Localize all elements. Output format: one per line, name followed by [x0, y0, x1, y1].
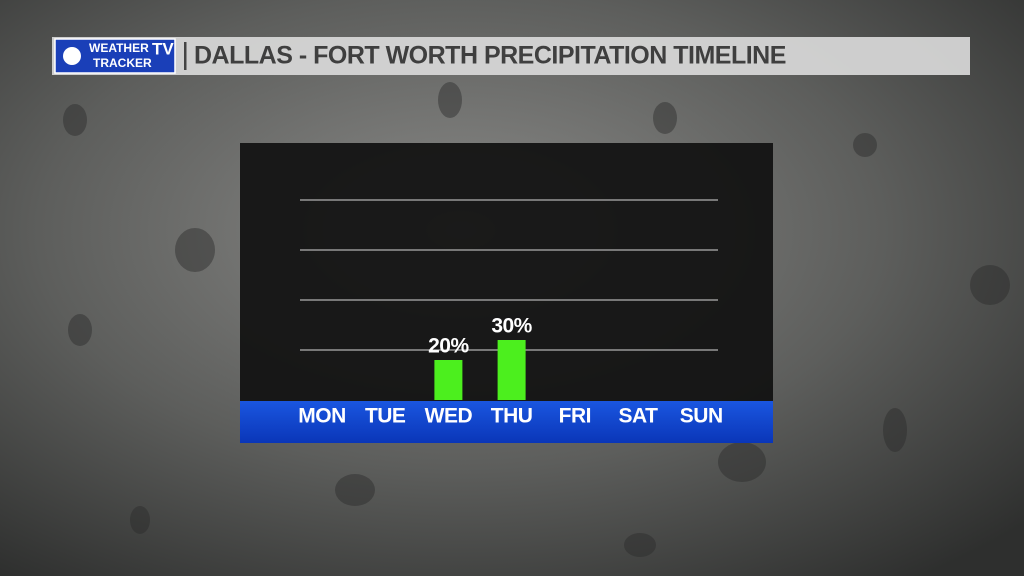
logo-text: WEATHER — [89, 41, 149, 55]
data-label: 30% — [491, 315, 532, 338]
bar — [497, 340, 526, 400]
header-bar — [52, 37, 970, 75]
logo-text: TRACKER — [93, 56, 152, 70]
x-tick-label: TUE — [365, 405, 406, 428]
chart-title: DALLAS - FORT WORTH PRECIPITATION TIMELI… — [194, 42, 786, 70]
x-tick-label: FRI — [559, 405, 591, 428]
x-tick-label: SUN — [680, 405, 723, 428]
divider — [184, 42, 187, 70]
rain-drops — [63, 82, 1010, 557]
data-label: 20% — [428, 335, 469, 358]
x-tick-label: MON — [298, 405, 346, 428]
day-band — [240, 401, 773, 443]
bar — [434, 360, 463, 400]
x-tick-label: SAT — [619, 405, 659, 428]
x-tick-label: THU — [491, 405, 533, 428]
logo-tv: TV — [152, 39, 174, 58]
x-tick-label: WED — [425, 405, 473, 428]
logo-icon — [63, 47, 81, 65]
